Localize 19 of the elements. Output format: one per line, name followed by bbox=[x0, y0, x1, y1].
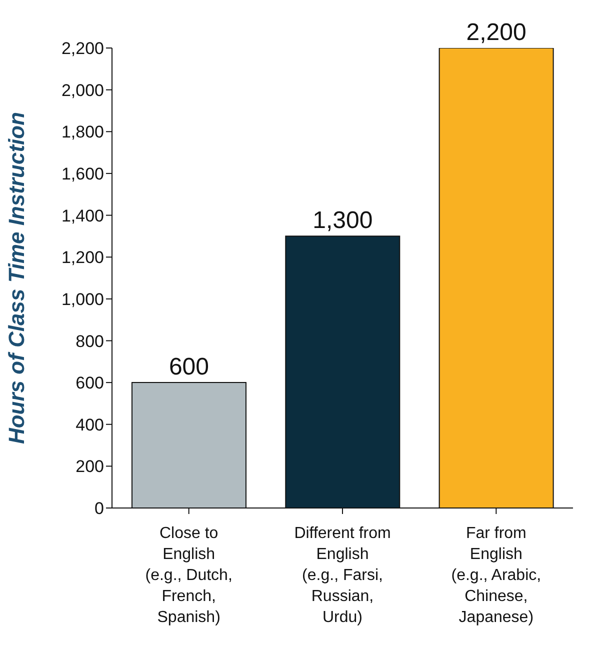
y-axis-title: Hours of Class Time Instruction bbox=[4, 112, 29, 444]
x-tick-label: Far from English (e.g., Arabic, Chinese, Japanese) bbox=[451, 525, 542, 626]
y-tick-label: 1,600 bbox=[61, 164, 104, 184]
y-tick-label: 400 bbox=[76, 415, 104, 434]
x-tick-label: Different from English (e.g., Farsi, Russian, Urdu) bbox=[294, 525, 391, 626]
y-tick-label: 1,400 bbox=[61, 206, 104, 226]
y-tick-label: 2,000 bbox=[61, 80, 104, 100]
y-tick-label: 1,200 bbox=[61, 248, 104, 268]
y-tick-label: 0 bbox=[94, 499, 104, 518]
y-tick-label: 2,200 bbox=[61, 39, 104, 58]
data-label: 1,300 bbox=[312, 207, 373, 234]
y-tick-label: 1,800 bbox=[61, 122, 104, 142]
y-tick-label: 600 bbox=[76, 374, 104, 393]
data-label: 600 bbox=[168, 354, 209, 381]
y-tick-label: 800 bbox=[76, 332, 104, 351]
data-label: 2,200 bbox=[466, 19, 526, 46]
y-tick-label: 200 bbox=[76, 457, 104, 476]
x-tick-label: Close to English (e.g., Dutch, French, Spanish) bbox=[145, 525, 232, 626]
y-tick-label: 1,000 bbox=[61, 290, 104, 309]
